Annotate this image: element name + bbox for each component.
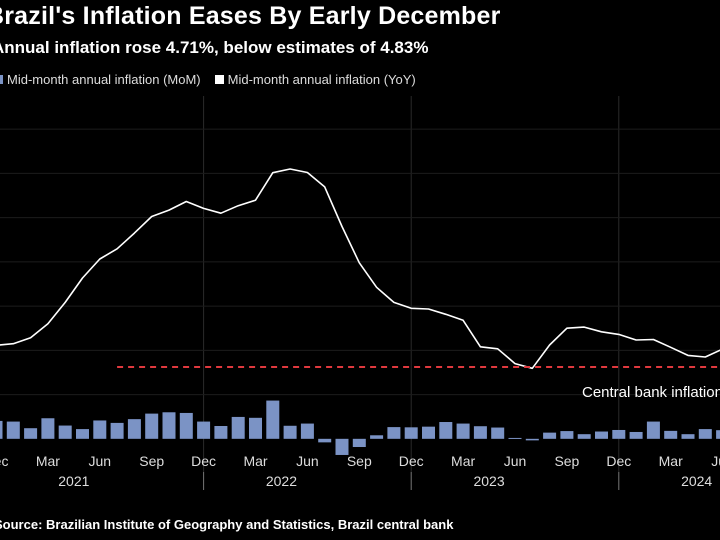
x-tick-label-4: Dec xyxy=(191,453,216,469)
x-tick-label-14: Jun xyxy=(711,453,720,469)
bar-mom-4 xyxy=(58,425,72,439)
x-tick-label-10: Jun xyxy=(504,453,527,469)
bar-mom-37 xyxy=(629,431,643,439)
bar-mom-25 xyxy=(422,426,435,439)
gridlines xyxy=(0,96,720,472)
bar-mom-8 xyxy=(127,419,141,439)
bar-mom-19 xyxy=(318,438,332,443)
chart-title: Brazil's Inflation Eases By Early Decemb… xyxy=(0,2,501,30)
target-line-group: Central bank inflation target xyxy=(117,365,720,401)
x-axis: Dec Mar Jun Sep Dec Mar Jun Sep Dec Mar Jun Sep Dec M… xyxy=(0,453,720,490)
bar-mom-32 xyxy=(543,432,557,439)
bar-mom-40 xyxy=(681,434,695,439)
bar-mom-18 xyxy=(300,423,314,439)
x-tick-label-2: Jun xyxy=(89,453,112,469)
bar-mom-9 xyxy=(145,413,159,439)
bar-mom-20 xyxy=(335,438,349,455)
year-label-0: 2021 xyxy=(58,473,89,489)
bar-mom-2 xyxy=(24,428,38,439)
bar-mom-3 xyxy=(41,418,55,439)
line-series-yoy xyxy=(0,168,720,370)
legend-swatch-mom xyxy=(0,75,3,84)
chart-source: Source: Brazilian Institute of Geography… xyxy=(0,517,454,532)
bar-mom-39 xyxy=(664,430,678,439)
bar-mom-7 xyxy=(110,422,124,439)
x-tick-label-1: Mar xyxy=(36,453,60,469)
bar-mom-16 xyxy=(266,400,280,439)
bar-mom-28 xyxy=(473,426,487,439)
bar-mom-13 xyxy=(214,425,228,439)
bar-mom-33 xyxy=(560,431,574,439)
bar-mom-21 xyxy=(352,438,366,448)
bar-mom-11 xyxy=(179,412,193,439)
bar-mom-12 xyxy=(197,421,211,439)
x-tick-label-7: Sep xyxy=(347,453,372,469)
bar-mom-27 xyxy=(456,423,470,439)
line-yoy xyxy=(0,168,720,370)
bar-mom-0 xyxy=(0,420,3,439)
bar-mom-31 xyxy=(525,438,539,441)
year-label-1: 2022 xyxy=(266,473,297,489)
bar-mom-23 xyxy=(387,427,401,439)
bar-mom-14 xyxy=(231,416,245,439)
legend-label-yoy: Mid-month annual inflation (YoY) xyxy=(227,72,416,87)
bar-mom-24 xyxy=(404,427,418,439)
x-tick-label-9: Mar xyxy=(451,453,475,469)
bar-mom-1 xyxy=(6,421,20,439)
bar-mom-29 xyxy=(491,427,505,439)
x-tick-label-12: Dec xyxy=(606,453,631,469)
bar-mom-6 xyxy=(93,420,107,439)
x-tick-label-6: Jun xyxy=(296,453,319,469)
x-tick-label-5: Mar xyxy=(243,453,267,469)
bar-mom-10 xyxy=(162,412,176,439)
bar-mom-36 xyxy=(612,429,626,439)
x-tick-label-11: Sep xyxy=(554,453,579,469)
year-label-3: 2024 xyxy=(681,473,712,489)
bar-mom-5 xyxy=(76,429,89,439)
legend-label-mom: Mid-month annual inflation (MoM) xyxy=(7,72,201,87)
legend-swatch-yoy xyxy=(214,75,224,84)
bar-mom-17 xyxy=(283,425,297,439)
bar-mom-26 xyxy=(439,422,453,439)
bar-mom-42 xyxy=(716,430,720,439)
legend-item-mom: Mid-month annual inflation (MoM) xyxy=(0,72,201,87)
bar-mom-15 xyxy=(249,417,262,439)
bar-mom-41 xyxy=(698,429,712,439)
x-tick-label-8: Dec xyxy=(399,453,424,469)
target-annotation: Central bank inflation target xyxy=(582,384,720,401)
legend-item-yoy: Mid-month annual inflation (YoY) xyxy=(214,72,416,87)
year-label-2: 2023 xyxy=(473,473,504,489)
chart-legend: Mid-month annual inflation (MoM) Mid-mon… xyxy=(0,72,430,87)
bar-mom-30 xyxy=(508,437,522,439)
bar-mom-34 xyxy=(577,434,591,439)
x-tick-label-13: Mar xyxy=(659,453,683,469)
bar-series-mom xyxy=(0,400,720,455)
bar-mom-35 xyxy=(595,431,608,439)
bar-mom-38 xyxy=(646,421,660,439)
bar-mom-22 xyxy=(370,435,384,439)
x-tick-label-0: Dec xyxy=(0,453,8,469)
chart-subtitle: Annual inflation rose 4.71%, below estim… xyxy=(0,38,429,57)
x-tick-label-3: Sep xyxy=(139,453,164,469)
